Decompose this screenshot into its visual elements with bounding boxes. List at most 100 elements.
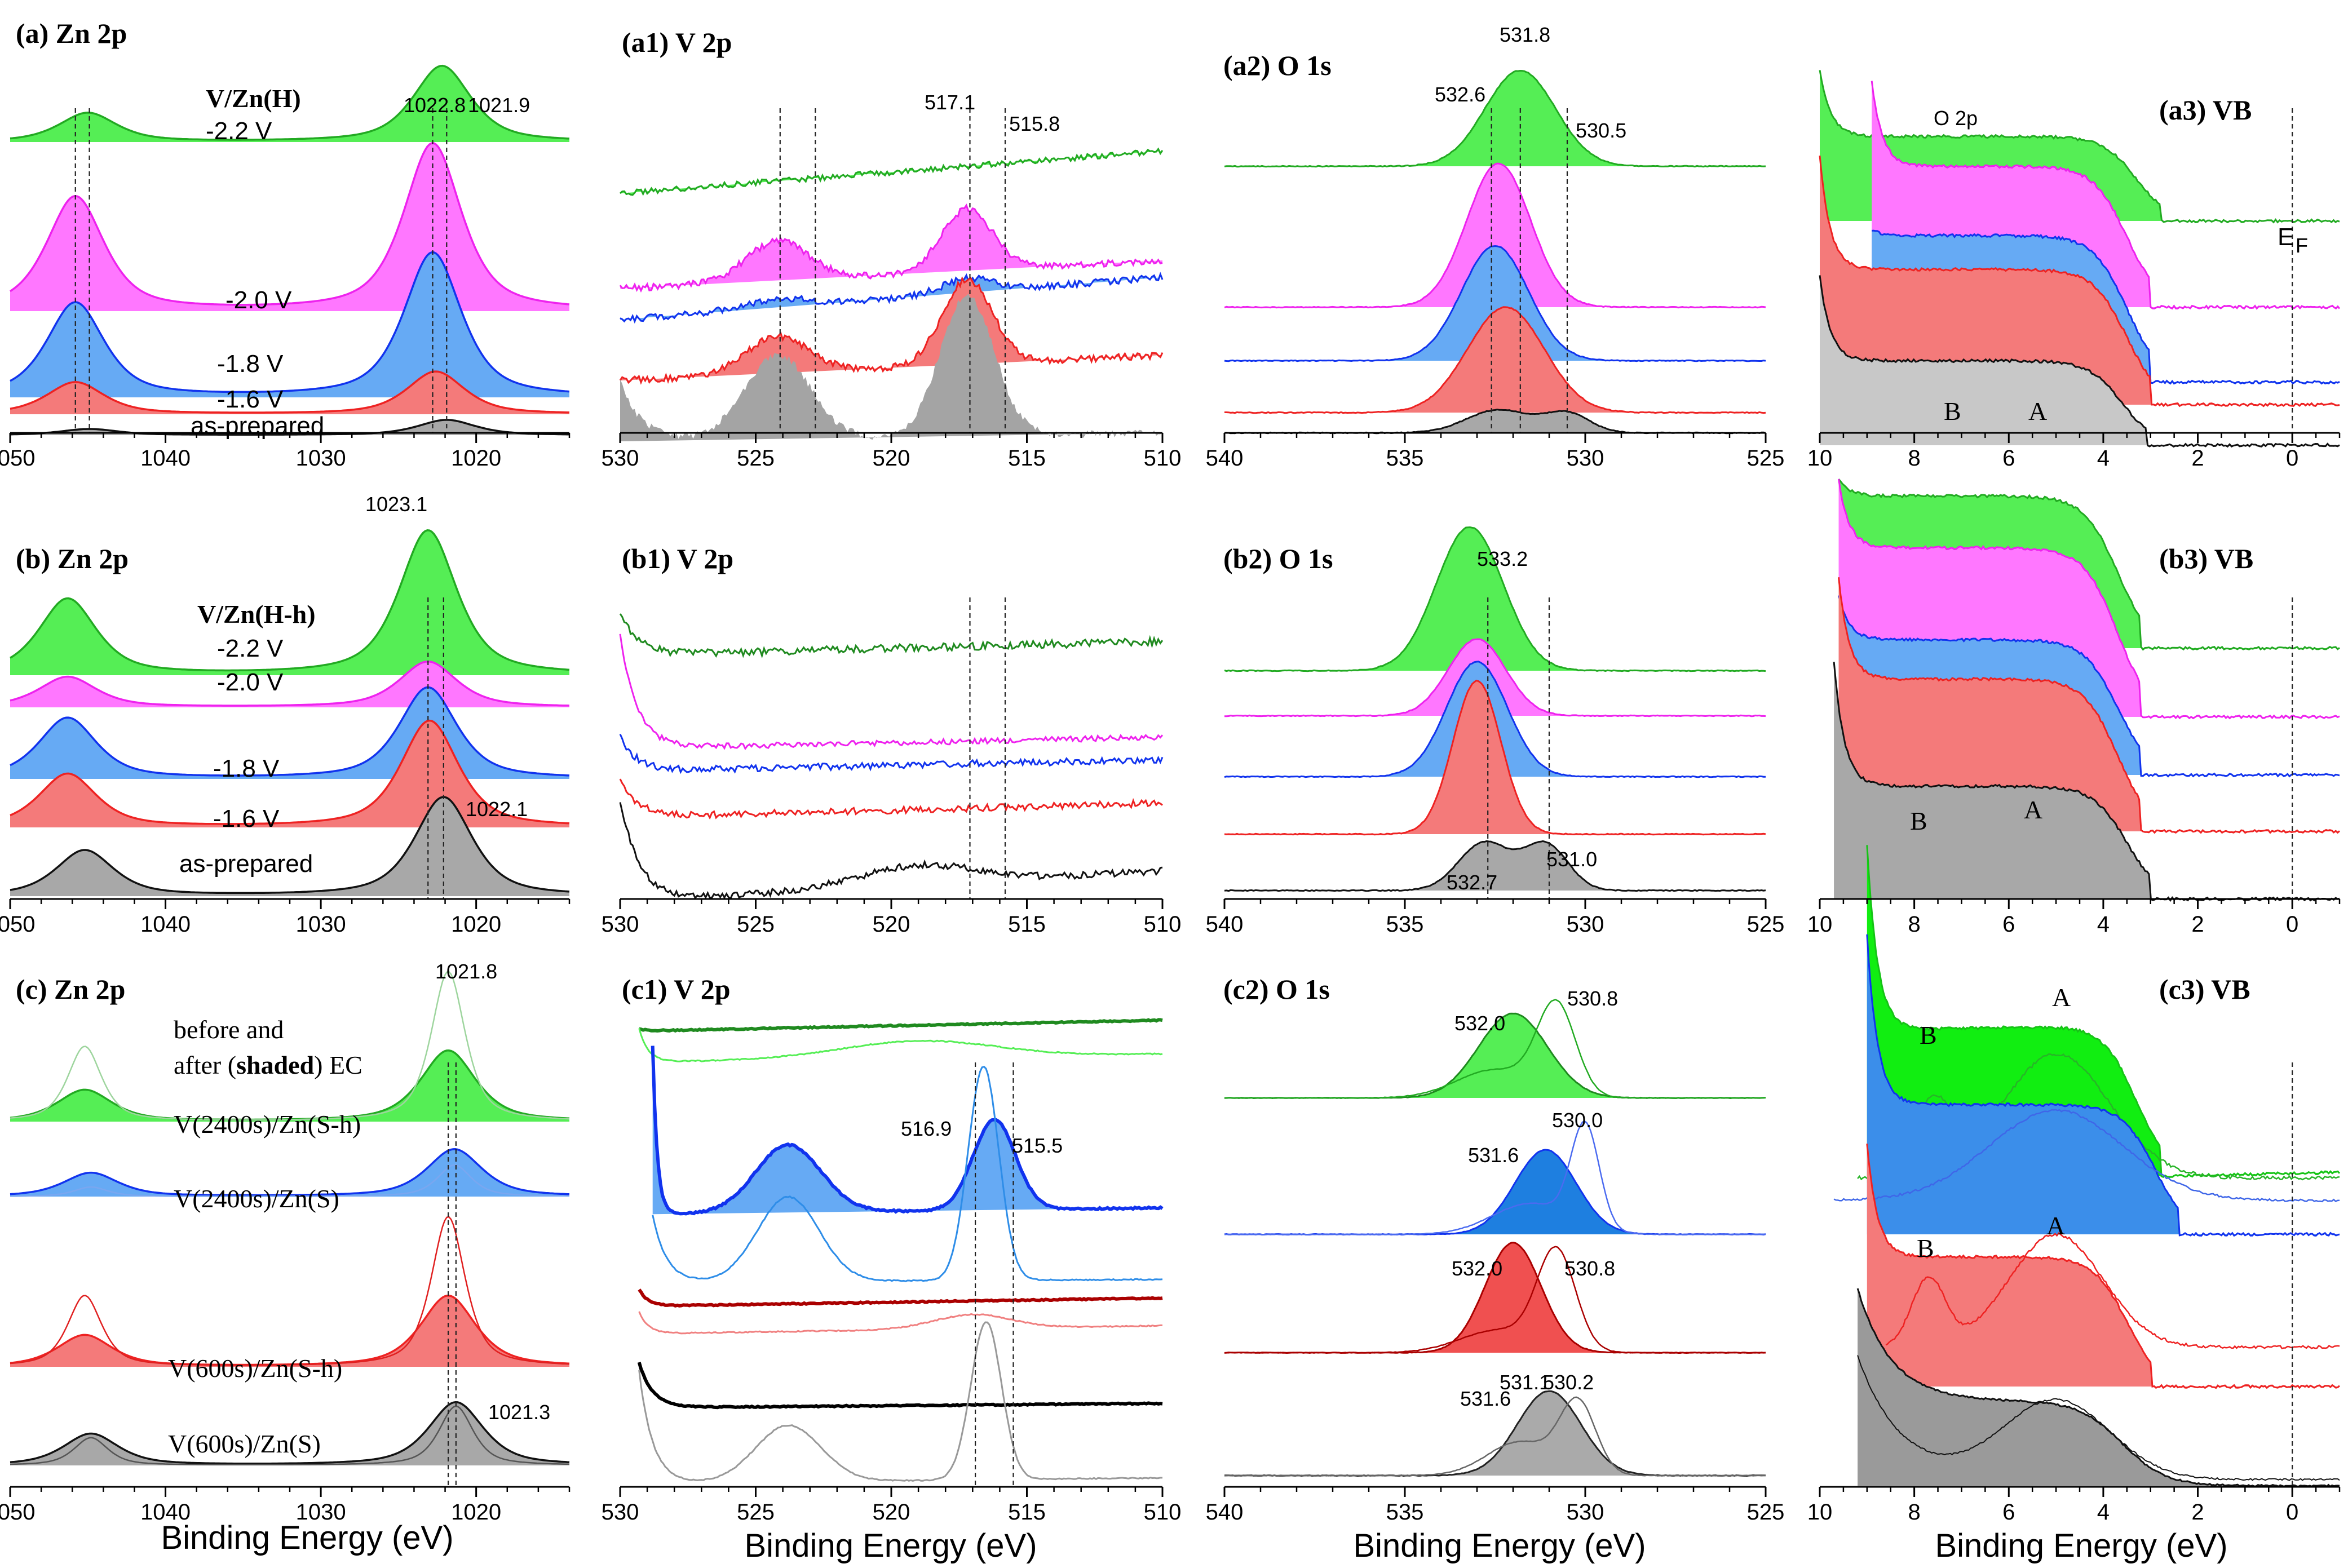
x-tick-label: 1030 [296,912,346,937]
peak-label: 530.8 [1567,987,1618,1010]
peak-label: 531.8 [1500,23,1550,46]
x-tick-label: 525 [737,1500,775,1525]
panel-a-title: (a) Zn 2p [16,17,127,49]
x-tick-label: 4 [2097,1500,2110,1525]
o1s-fill [1224,307,1766,413]
o1s-fill [1224,1242,1766,1353]
peak-label: 531.6 [1468,1144,1519,1167]
x-tick-label: 1020 [451,1500,501,1525]
zn2p-spectrum--1.6V [10,370,570,414]
vb-annotation: E [2278,223,2294,251]
vb-spectrum [1866,845,2341,1179]
v2p-spectrum [619,147,1164,196]
peak-label: 533.2 [1477,547,1528,570]
zn2p-spectrum-as-prepared [10,796,570,894]
x-tick-label: 1040 [140,1500,191,1525]
vb-spectrum [1838,577,2340,834]
v2p-spectrum [620,272,1164,324]
x-tick-label: 1050 [0,912,35,937]
x-tick-label: 530 [602,912,639,937]
zn2p-fill [10,1402,569,1465]
spectrum-fill [652,1046,1162,1215]
vb-annotation: F [2296,234,2308,257]
o1s-spectrum-before [1224,1246,1766,1354]
vb-spectrum [1833,1109,2340,1203]
series-label-2.0v: -2.0 V [225,286,292,314]
panel-c-title: (c) Zn 2p [16,973,125,1005]
x-tick-label: 510 [1144,446,1182,471]
x-tick-label: 540 [1206,912,1244,937]
vb-spectrum [1871,81,2341,310]
o1s-spectrum [1224,162,1766,309]
x-tick-label: 535 [1386,1500,1424,1525]
x-tick-label: 540 [1206,1500,1244,1525]
v2p-spectrum [637,1362,1163,1410]
x-tick-label: 510 [1144,912,1182,937]
x-tick-label: 520 [873,446,910,471]
x-tick-label: 530 [602,446,639,471]
x-tick-label: 6 [2002,912,2015,937]
guide-lines-layer [74,108,2293,1487]
v2p-spectrum [619,276,1164,385]
peak-label: 532.0 [1454,1012,1505,1035]
o1s-spectrum [1224,306,1766,414]
series-label-as-prepared: as-prepared [179,850,313,878]
peak-label: 1023.1 [365,493,427,516]
zn2p-fill [10,720,569,827]
vb-spectrum [1819,155,2340,407]
o1s-fill [1224,1391,1766,1476]
vb-fill [1867,1144,2340,1388]
o1s-spectrum [1224,661,1766,778]
v2p-spectrum [639,1018,1163,1033]
vb-fill [1820,156,2340,406]
v2p-spectrum [619,203,1163,293]
panel-a3-title: (a3) VB [2159,94,2252,126]
x-axis-label: Binding Energy (eV) [1353,1527,1646,1564]
x-tick-label: 8 [1908,446,1921,471]
x-tick-label: 2 [2191,912,2204,937]
series-label-1.8v: -1.8 V [213,755,280,782]
zn2p-fill [10,797,569,896]
x-tick-label: 520 [873,912,910,937]
x-tick-label: 525 [737,446,775,471]
peak-label: 1021.8 [435,960,497,983]
o1s-fill [1224,70,1766,167]
vb-annotation: B [1944,397,1961,426]
vb-annotation: A [2024,795,2042,824]
zn2p-fill [10,252,569,397]
peak-label: 530.2 [1543,1371,1594,1394]
series-label-1.6v: -1.6 V [217,386,284,413]
x-tick-label: 4 [2097,912,2110,937]
vb-spectrum [1866,934,2340,1237]
x-tick-label: 0 [2286,912,2298,937]
vb-fill [1867,845,2340,1183]
panel-b2-title: (b2) O 1s [1223,543,1333,574]
x-tick-label: 2 [2191,1500,2204,1525]
series-label-1.6v: -1.6 V [213,805,280,832]
v2p-spectrum [652,1065,1163,1282]
x-tick-label: 515 [1008,912,1046,937]
x-tick-label: 8 [1908,1500,1921,1525]
panel-b1-title: (b1) V 2p [622,543,733,574]
o1s-fill [1224,163,1766,308]
v2p-spectrum [651,1046,1164,1216]
o1s-fill [1224,841,1766,891]
v2p-spectrum [619,613,1164,659]
zn2p-spectrum-before [10,1164,569,1197]
x-axis-label: Binding Energy (eV) [1935,1527,2227,1564]
vb-spectrum [1857,1053,2340,1181]
o1s-spectrum-before [1224,999,1766,1099]
series-label-vzn-hh: V/Zn(H-h) [197,600,316,628]
v2p-spectrum [638,1288,1163,1308]
zn2p-spectrum--2.2V [10,529,570,672]
series-label-1.8v: -1.8 V [217,350,284,378]
panel-c1-title: (c1) V 2p [622,973,731,1005]
peak-label: 1021.3 [488,1401,550,1424]
x-tick-label: 10 [1807,912,1833,937]
vb-annotation: A [2028,397,2047,426]
peak-label: 530.5 [1576,119,1626,142]
vb-annotation: A [2052,983,2071,1012]
x-tick-label: 515 [1008,446,1046,471]
x-axis-label: Binding Energy (eV) [161,1520,453,1556]
